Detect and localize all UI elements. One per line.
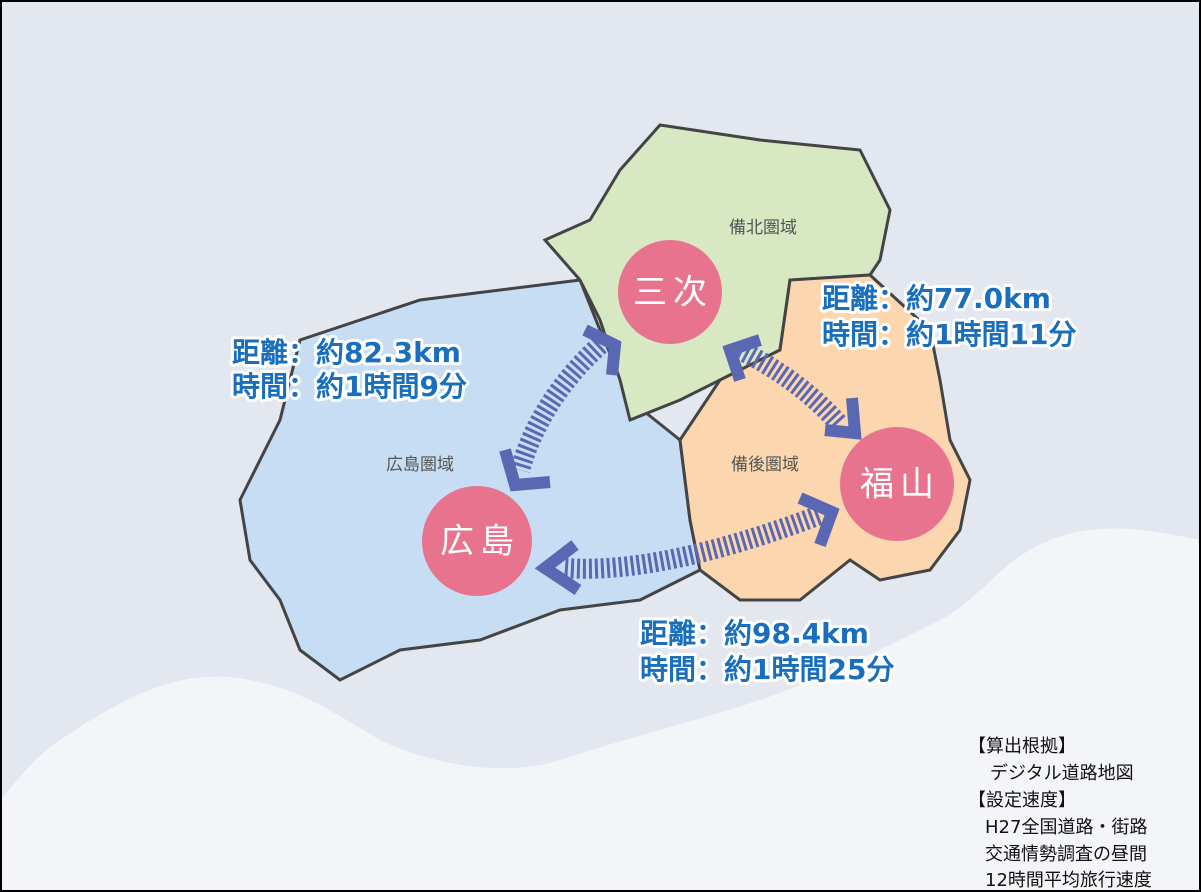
city-marker <box>840 427 954 541</box>
route-time: 時間：約1時間9分 <box>232 370 467 403</box>
route-time: 時間：約1時間11分 <box>822 318 1076 351</box>
route-distance: 距離：約82.3km <box>232 336 461 369</box>
arrow-head <box>499 448 551 492</box>
arrow-band <box>564 505 824 579</box>
region-label: 備北圏域 <box>729 218 797 238</box>
route-distance: 距離：約77.0km <box>822 282 1051 315</box>
city-marker <box>422 486 532 596</box>
arrow-head <box>722 334 762 382</box>
note: 【算出根拠】 デジタル道路地図 【設定速度】 H27全国道路・街路 交通情勢調査… <box>968 736 1152 891</box>
city-label: 福山 <box>860 465 940 505</box>
arrow-head <box>534 540 582 595</box>
region-label: 備後圏域 <box>731 455 799 475</box>
route-distance: 距離：約98.4km <box>640 617 869 650</box>
city-label: 広島 <box>440 522 520 562</box>
arrow-band <box>735 341 848 432</box>
arrow-head <box>582 324 622 376</box>
region-label: 広島圏域 <box>386 455 454 475</box>
note-line: H27全国道路・街路 <box>985 817 1147 838</box>
city-marker <box>618 240 722 344</box>
note-line: 交通情勢調査の昼間 <box>985 844 1147 865</box>
city-label: 三次 <box>633 273 713 313</box>
note-line: 【算出根拠】 <box>968 736 1076 757</box>
note-line: 12時間平均旅行速度 <box>985 870 1152 891</box>
arrows <box>499 324 862 595</box>
route-time: 時間：約1時間25分 <box>640 653 894 686</box>
note-line: デジタル道路地図 <box>990 763 1134 784</box>
arrow-band <box>510 337 607 473</box>
arrow-head <box>797 492 840 548</box>
note-line: 【設定速度】 <box>968 790 1076 811</box>
arrow-head <box>824 397 862 440</box>
